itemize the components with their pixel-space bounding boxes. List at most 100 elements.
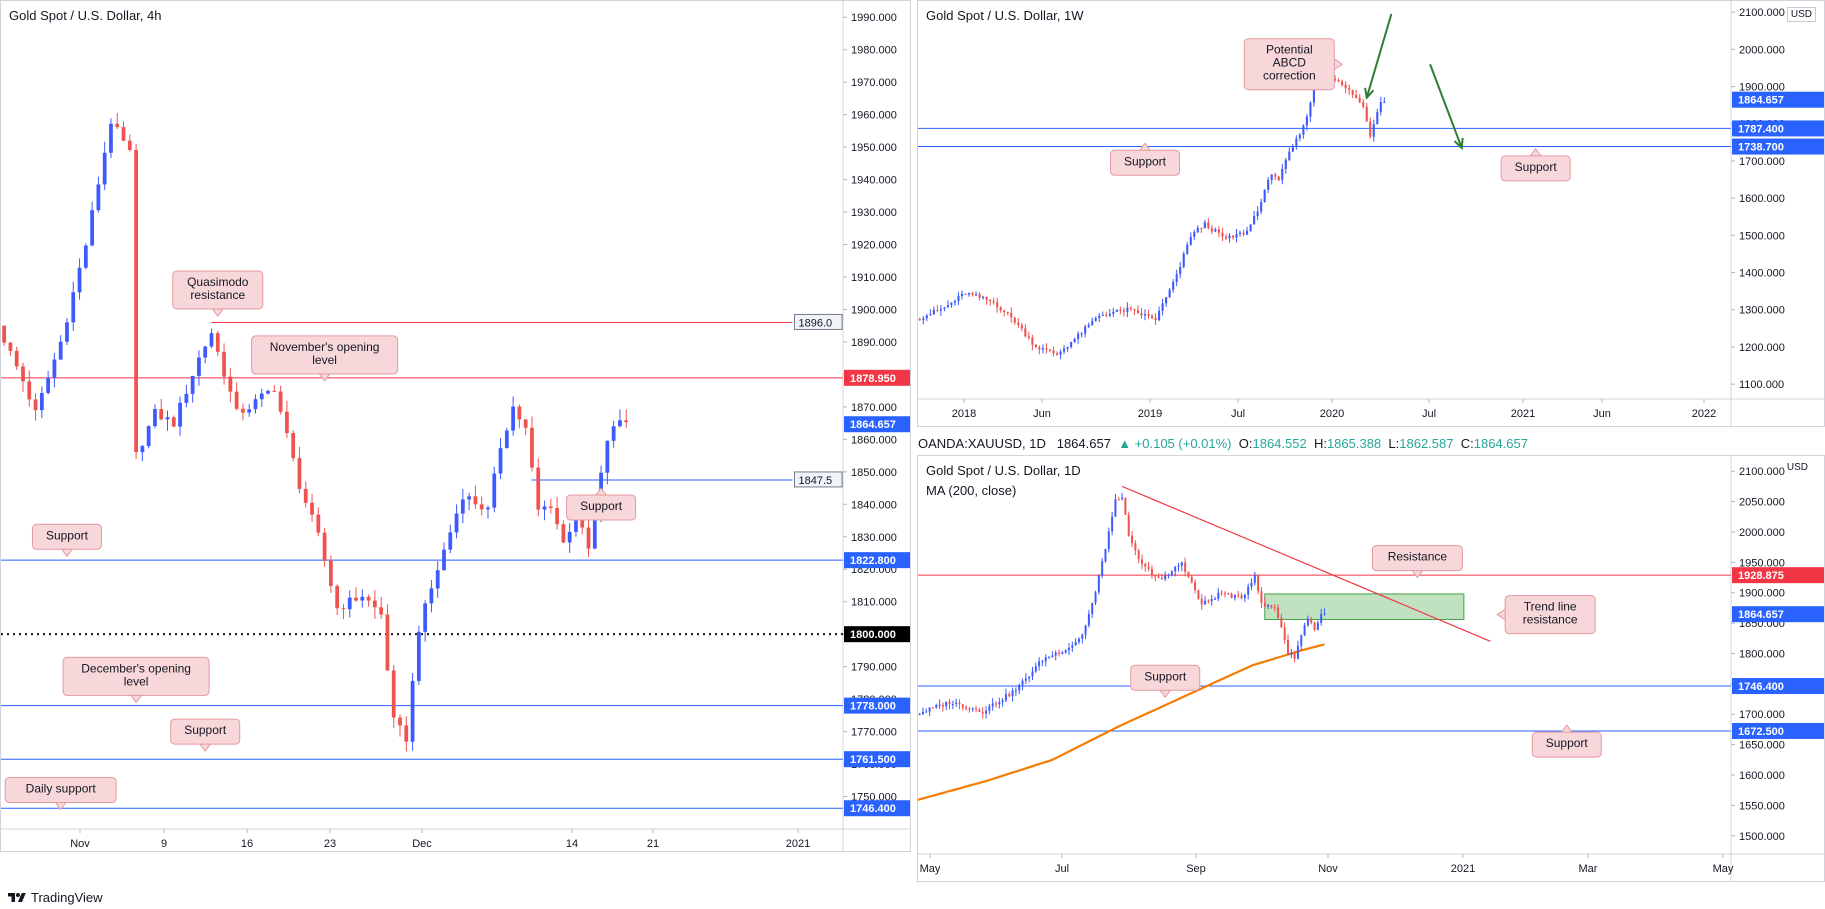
candle [1303,622,1306,637]
candle-body [1121,497,1124,500]
candle [454,504,459,539]
chart-canvas-1w[interactable]: 1100.000 1200.000 1300.000 1400.000 1500.000… [918,1,1825,427]
candle-body [1186,244,1189,254]
candle [1200,227,1203,233]
change-value: ▲ +0.105 (+0.01%) [1118,436,1232,451]
candle-body [1066,346,1069,349]
chart-panel-1d[interactable]: Gold Spot / U.S. Dollar, 1D MA (200, clo… [917,455,1825,882]
candle [228,368,233,403]
candle-body [586,527,591,549]
candle [961,704,964,711]
chart-panel-4h[interactable]: Gold Spot / U.S. Dollar, 4h 1750.0001760… [0,0,911,852]
candle [1052,346,1055,357]
supply-demand-zone [1264,593,1465,620]
y-tick-label: 1870.000 [851,402,897,414]
candle-body [65,322,69,342]
candle-body [985,296,988,300]
candle [1189,232,1192,246]
candle-body [1008,693,1011,697]
candle [1295,135,1298,150]
callout-box [4,777,117,804]
candle [989,299,992,306]
candle-body [1214,229,1217,232]
candle [1284,157,1287,174]
level-tag [793,471,843,488]
candle [83,243,88,270]
candle-body [953,301,957,303]
chart-panel-1w[interactable]: Gold Spot / U.S. Dollar, 1W USD 1100.000… [917,0,1825,427]
candle [975,291,978,296]
annotation-callout: Daily support [4,777,117,811]
x-tick-label: Jun [1593,408,1611,420]
candle-body [184,393,189,403]
candle-body [1320,613,1323,623]
x-tick-label: May [1713,863,1734,875]
high-label: H: [1313,436,1327,451]
candle-body [354,597,358,601]
callout-box [1243,38,1335,91]
chart-canvas-1d[interactable]: 1500.000 1550.000 1600.000 1650.000 1700.000… [918,456,1825,882]
price-tag [844,369,910,386]
callout-box [1504,595,1596,635]
x-tick-label: Nov [1318,863,1338,875]
candle [1177,562,1180,572]
tradingview-branding[interactable]: TradingView [8,888,103,908]
candle-body [1224,236,1228,239]
candle [1144,562,1147,572]
currency-label: USD [1786,462,1808,473]
chart-canvas-4h[interactable]: 1750.0001760.0001770.0001780.0001790.000… [1,1,911,852]
candle [297,446,302,494]
candle-body [1207,222,1210,229]
callout-text: Resistance [1388,550,1448,564]
callout-box [1371,545,1463,572]
candle [1084,324,1087,338]
candle [1187,571,1190,578]
candle-body [1140,559,1143,564]
callout-box [1130,664,1201,691]
candle [209,328,214,349]
candle [1150,313,1154,320]
candle [517,404,522,429]
candle [1228,233,1231,243]
candle [1306,615,1309,627]
candle-body [517,406,522,420]
candle-body [134,149,138,453]
candle-body [982,296,985,298]
candle-body [435,570,440,589]
candle [1288,147,1291,162]
candle-body [253,399,258,410]
candle [1204,596,1207,605]
price-tag-text: 1878.950 [850,373,896,385]
candle-body [1021,680,1024,685]
price-tag [1732,567,1824,584]
candle-body [366,596,371,601]
candle [1351,89,1354,99]
candle-body [1316,622,1319,630]
candle [1097,574,1100,595]
candle [1230,592,1233,599]
candle-body [14,350,19,367]
candle-body [925,711,928,713]
callout-box [566,494,637,521]
candle [241,403,245,421]
y-tick-label: 1400.000 [1739,268,1785,280]
x-tick-label: Jul [1231,408,1245,420]
candle-body [1117,499,1120,501]
candle-body [1101,314,1104,316]
y-tick-label: 1990.000 [851,12,897,24]
candle-body [1071,645,1074,648]
candle [1041,659,1044,667]
candle-body [1167,574,1170,576]
candle-body [1362,102,1365,107]
candle-body [1172,281,1175,290]
candle [134,144,138,460]
callout-box [1531,731,1602,758]
candle-body [121,127,126,141]
candle [928,707,931,717]
candle [1136,305,1140,314]
y-tick-label: 1500.000 [1739,831,1785,843]
candle [1014,687,1017,697]
candle-body [978,294,981,298]
callout-text: Potential [1266,43,1313,57]
